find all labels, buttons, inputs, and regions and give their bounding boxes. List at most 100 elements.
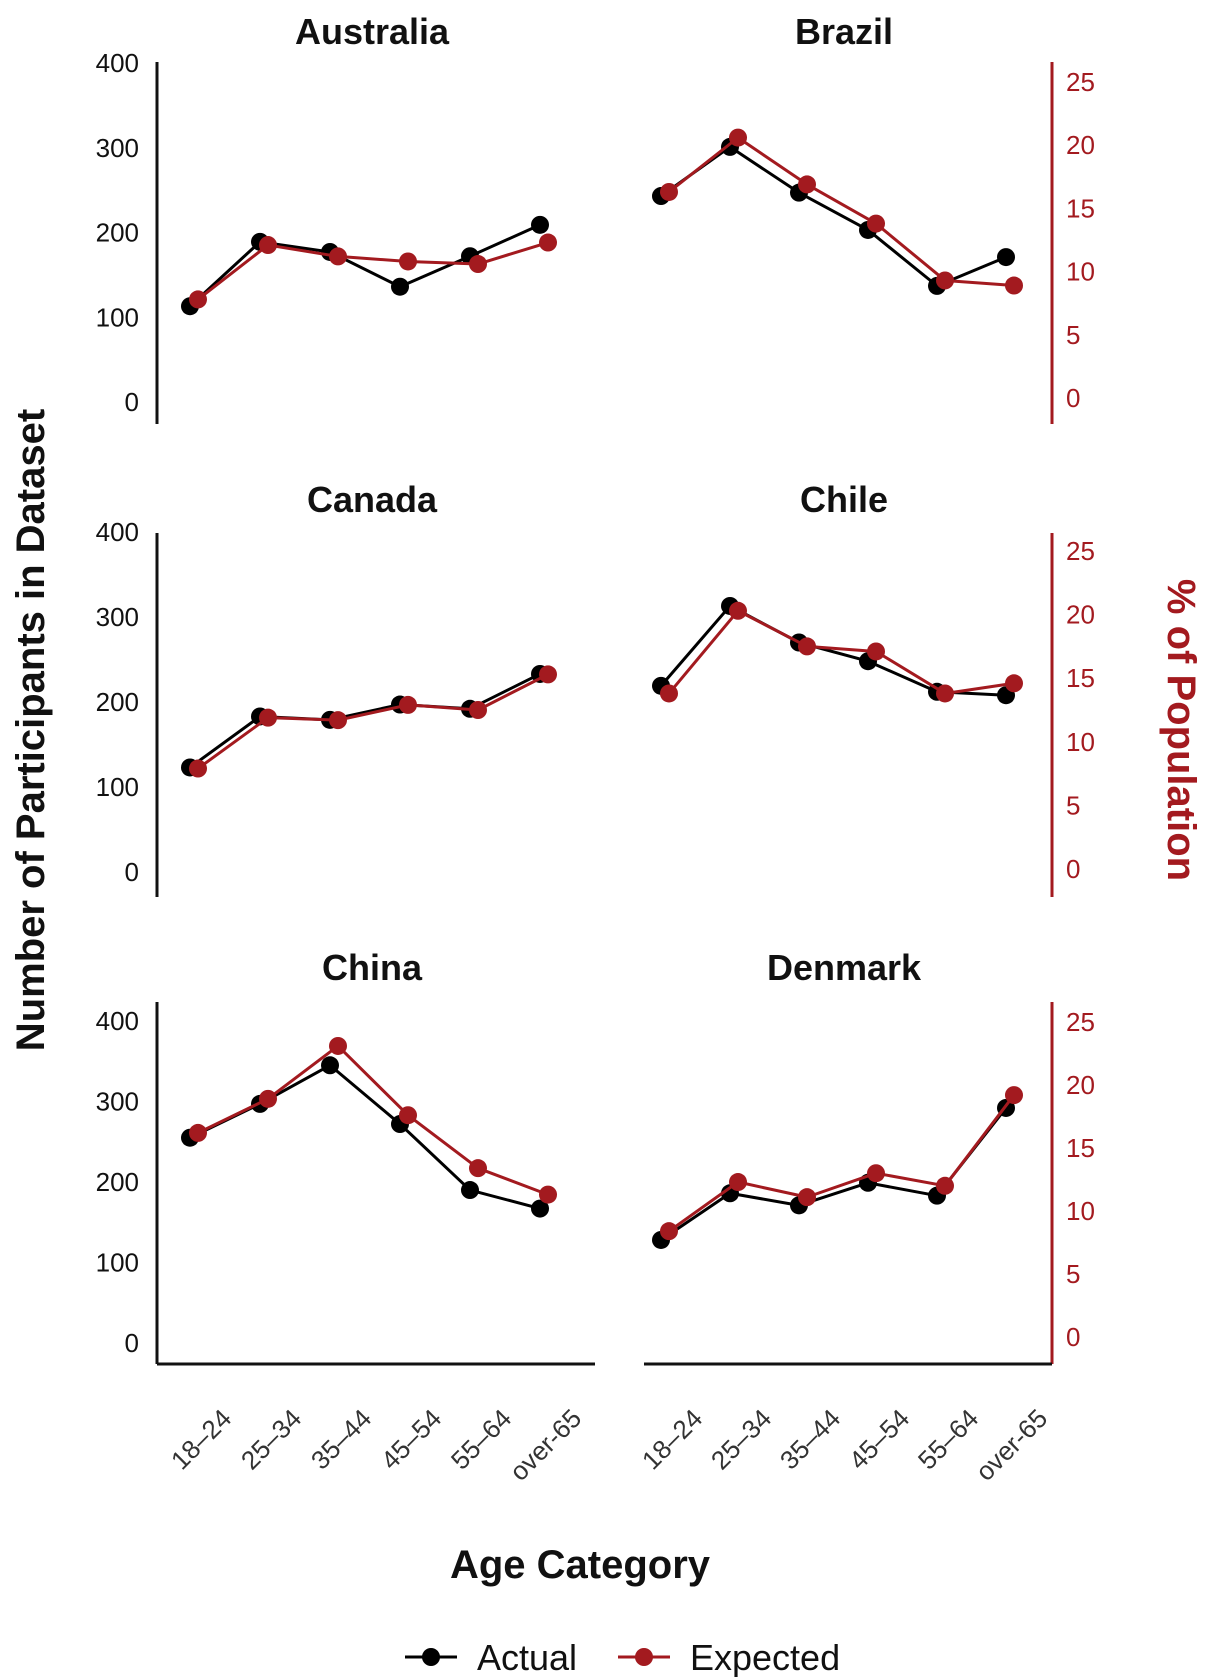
data-point-actual	[321, 1056, 339, 1075]
data-point-expected	[660, 182, 678, 201]
series-line-expected	[668, 1094, 1016, 1233]
data-point-expected	[936, 271, 954, 290]
series-actual	[181, 664, 549, 777]
y-tick-left-label: 200	[96, 218, 139, 248]
data-point-expected	[329, 247, 347, 266]
data-point-expected	[469, 701, 487, 719]
y-tick-left-label: 0	[125, 387, 139, 417]
series-expected	[660, 601, 1023, 703]
y-tick-left-label: 100	[96, 772, 139, 802]
data-point-expected	[660, 1222, 678, 1241]
y-axis-right-title: % of Population	[1159, 579, 1203, 881]
y-tick-right-label: 15	[1066, 1133, 1095, 1163]
x-tick-label: 45–54	[843, 1403, 915, 1475]
data-point-expected	[798, 637, 816, 656]
y-axis-left-title: Number of Participants in Dataset	[9, 409, 53, 1051]
data-point-expected	[660, 684, 678, 703]
panel-chile: Chile 0 5 10 15 20 25	[652, 479, 1095, 897]
y-tick-right-label: 5	[1066, 790, 1080, 820]
data-point-expected	[1005, 1086, 1023, 1105]
panel-title: Brazil	[795, 11, 893, 52]
y-tick-left-label: 400	[96, 48, 139, 78]
y-tick-right-label: 0	[1066, 1322, 1080, 1352]
data-point-expected	[259, 236, 277, 255]
y-tick-right-label: 5	[1066, 320, 1080, 350]
data-point-expected	[729, 601, 747, 620]
y-tick-right-label: 20	[1066, 130, 1095, 160]
data-point-expected	[867, 214, 885, 233]
y-tick-left-label: 100	[96, 1248, 139, 1278]
data-point-actual	[531, 1199, 549, 1218]
y-tick-right-label: 25	[1066, 67, 1095, 97]
data-point-expected	[189, 1123, 207, 1142]
y-tick-right-label: 10	[1066, 257, 1095, 287]
series-line-actual	[189, 1063, 541, 1211]
data-point-expected	[798, 1188, 816, 1207]
y-tick-right-label: 25	[1066, 536, 1095, 566]
data-point-expected	[189, 759, 207, 778]
data-point-expected	[867, 642, 885, 661]
x-axis-title: Age Category	[450, 1543, 711, 1587]
legend-item-actual: Actual	[405, 1637, 577, 1677]
series-expected	[660, 128, 1023, 295]
series-actual	[181, 1056, 549, 1218]
data-point-actual	[997, 248, 1015, 267]
x-tick-label: 18–24	[636, 1403, 708, 1475]
series-line-expected	[667, 609, 1015, 695]
series-actual	[181, 215, 549, 316]
series-line-expected	[668, 136, 1015, 287]
y-tick-left-label: 400	[96, 517, 139, 547]
panel-china: China010020030040018–2425–3435–4445–5455…	[96, 947, 595, 1487]
y-tick-right-label: 15	[1066, 193, 1095, 223]
y-tick-right-label: 25	[1066, 1007, 1095, 1037]
y-tick-right-label: 0	[1066, 383, 1080, 413]
data-point-expected	[936, 684, 954, 703]
y-tick-left-label: 200	[96, 687, 139, 717]
series-expected	[189, 1036, 557, 1204]
series-line-actual	[660, 145, 1007, 288]
y-tick-right-label: 10	[1066, 727, 1095, 757]
y-tick-right-label: 5	[1066, 1259, 1080, 1289]
y-tick-right-label: 0	[1066, 854, 1080, 884]
y-tick-left-label: 100	[96, 302, 139, 332]
panel-title: Canada	[307, 479, 438, 520]
y-tick-left-label: 300	[96, 1087, 139, 1117]
panel-title: China	[322, 947, 423, 988]
data-point-expected	[1005, 674, 1023, 693]
panel-title: Denmark	[767, 947, 922, 988]
y-tick-left-label: 0	[125, 857, 139, 887]
panel-denmark: Denmark051015202518–2425–3435–4445–5455–…	[636, 947, 1095, 1487]
data-point-expected	[399, 695, 417, 714]
data-point-expected	[329, 711, 347, 730]
x-tick-label: 18–24	[165, 1403, 237, 1475]
data-point-expected	[1005, 276, 1023, 295]
data-point-expected	[729, 128, 747, 147]
legend-swatch-marker	[635, 1648, 653, 1666]
x-tick-label: over-65	[504, 1403, 588, 1487]
legend-item-expected: Expected	[618, 1637, 840, 1677]
panel-title: Australia	[295, 11, 450, 52]
y-tick-left-label: 400	[96, 1006, 139, 1036]
series-expected	[660, 1086, 1023, 1241]
x-tick-label: 35–44	[305, 1403, 377, 1475]
y-tick-left-label: 300	[96, 133, 139, 163]
y-tick-left-label: 300	[96, 602, 139, 632]
series-line-expected	[197, 1044, 549, 1197]
panel-brazil: Brazil 0 5 10 15 20 25	[652, 11, 1095, 424]
data-point-expected	[539, 665, 557, 684]
legend-swatch-marker	[422, 1648, 440, 1666]
data-point-expected	[399, 252, 417, 271]
series-line-actual	[659, 604, 1007, 697]
series-actual	[652, 1098, 1015, 1249]
data-point-actual	[391, 277, 409, 296]
series-line-actual	[189, 672, 541, 769]
series-line-expected	[197, 241, 549, 301]
x-tick-label: 45–54	[375, 1403, 447, 1475]
x-tick-label: over-65	[970, 1403, 1054, 1487]
x-tick-label: 35–44	[774, 1403, 846, 1475]
data-point-actual	[531, 215, 549, 234]
y-tick-right-label: 10	[1066, 1196, 1095, 1226]
y-tick-left-label: 200	[96, 1167, 139, 1197]
legend: Actual Expected	[405, 1637, 840, 1677]
